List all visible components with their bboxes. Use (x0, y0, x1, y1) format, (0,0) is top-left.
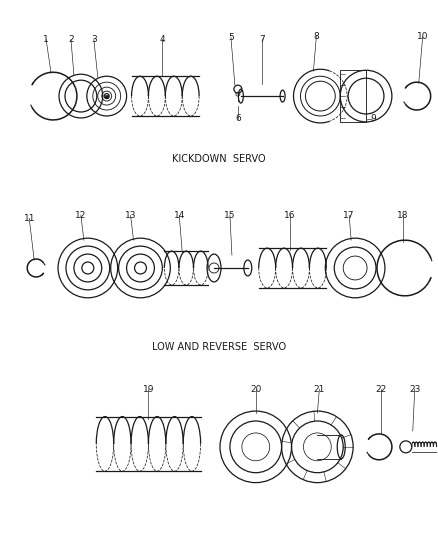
Text: 9: 9 (370, 115, 376, 124)
Text: 8: 8 (314, 32, 319, 41)
Text: 17: 17 (343, 211, 355, 220)
Text: 11: 11 (24, 214, 35, 223)
Text: 6: 6 (235, 115, 241, 124)
Text: LOW AND REVERSE  SERVO: LOW AND REVERSE SERVO (152, 343, 286, 352)
Text: 4: 4 (159, 35, 165, 44)
Text: 5: 5 (228, 33, 234, 42)
Text: 1: 1 (43, 35, 49, 44)
Text: 2: 2 (68, 35, 74, 44)
Text: 12: 12 (75, 211, 87, 220)
Text: 15: 15 (224, 211, 236, 220)
Bar (340, 70, 366, 122)
Text: 14: 14 (173, 211, 185, 220)
Text: 3: 3 (91, 35, 97, 44)
Text: 10: 10 (417, 32, 428, 41)
Bar (105, 94, 108, 98)
Text: 18: 18 (397, 211, 409, 220)
Text: 7: 7 (259, 35, 265, 44)
Text: 19: 19 (143, 385, 154, 394)
Text: 16: 16 (284, 211, 295, 220)
Text: 23: 23 (409, 385, 420, 394)
Text: 13: 13 (125, 211, 136, 220)
Text: 21: 21 (314, 385, 325, 394)
Text: 20: 20 (250, 385, 261, 394)
Text: KICKDOWN  SERVO: KICKDOWN SERVO (172, 154, 266, 164)
Text: 22: 22 (375, 385, 387, 394)
